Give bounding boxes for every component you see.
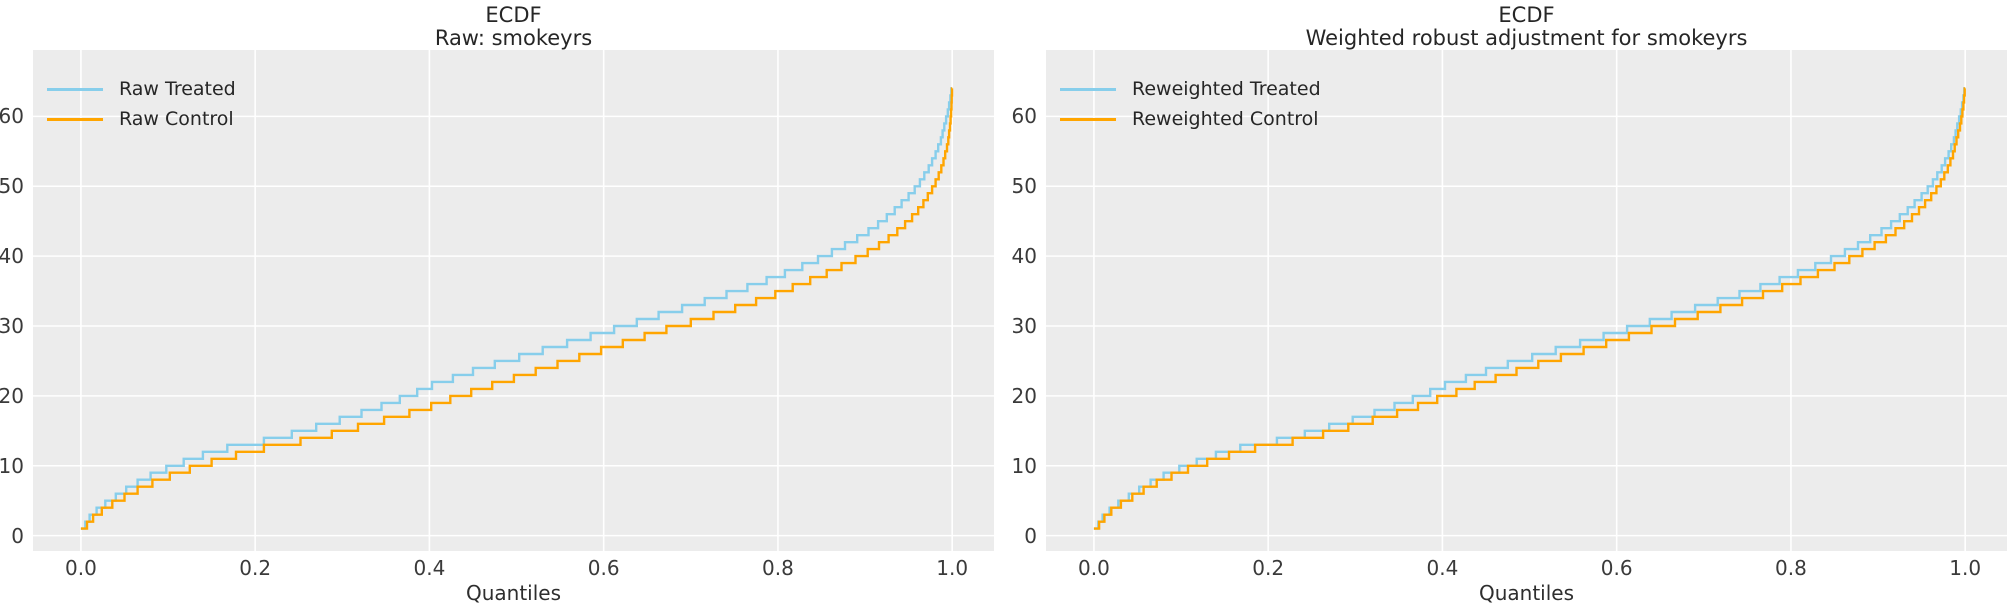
x-tick-label: 0.8 [762, 556, 794, 580]
x-tick-label: 0.2 [239, 556, 272, 580]
y-tick-label: 30 [0, 314, 24, 338]
title-line-ecdf: ECDF [1498, 3, 1555, 27]
chart-title-weighted: ECDF Weighted robust adjustment for smok… [1046, 4, 2007, 49]
title-line-ecdf: ECDF [485, 3, 542, 27]
y-tick-label: 40 [1011, 244, 1037, 269]
y-tick-label: 10 [0, 453, 24, 478]
legend-weighted: Reweighted Treated Reweighted Control [1060, 74, 1321, 134]
legend-item: Reweighted Control [1060, 104, 1321, 134]
legend-label: Raw Treated [119, 78, 236, 100]
x-tick-label: 0.6 [1600, 556, 1633, 580]
plot-canvas-raw [33, 50, 994, 551]
plot-canvas-weighted [1046, 50, 2007, 551]
legend-line-swatch [1060, 117, 1116, 121]
x-tick-label: 0.6 [587, 556, 620, 580]
x-tick-label: 0.4 [413, 556, 446, 580]
plot-area-raw [33, 50, 994, 551]
x-tick-label: 0.0 [65, 556, 97, 580]
plot-area-weighted [1046, 50, 2007, 551]
series-line-raw-treated [80, 87, 953, 530]
series-line-raw-control [80, 87, 954, 530]
legend-label: Reweighted Control [1132, 108, 1319, 130]
x-axis-label-raw: Quantiles [465, 581, 562, 605]
x-tick-label: 0.2 [1252, 556, 1285, 580]
x-tick-label: 1.0 [936, 556, 969, 580]
legend-label: Raw Control [119, 108, 234, 130]
title-line-subtitle: Raw: smokeyrs [434, 26, 593, 50]
legend-item: Reweighted Treated [1060, 74, 1321, 104]
legend-line-swatch [47, 87, 103, 91]
gridlines [1046, 50, 2007, 551]
y-tick-label: 0 [1024, 523, 1037, 548]
legend-raw: Raw Treated Raw Control [47, 74, 236, 134]
x-tick-label: 1.0 [1949, 556, 1982, 580]
series-line-reweighted-control [1093, 87, 1966, 530]
y-tick-label: 20 [0, 383, 24, 408]
y-tick-label: 50 [1011, 174, 1037, 199]
y-tick-label: 10 [1011, 453, 1037, 478]
y-tick-label: 30 [1011, 314, 1037, 338]
legend-item: Raw Control [47, 104, 236, 134]
legend-line-swatch [1060, 87, 1116, 91]
y-tick-label: 50 [0, 174, 24, 199]
x-axis-label-weighted: Quantiles [1478, 581, 1575, 605]
y-tick-label: 0 [11, 523, 24, 548]
x-tick-label: 0.8 [1775, 556, 1807, 580]
y-tick-label: 60 [1011, 104, 1037, 129]
series-line-reweighted-treated [1093, 87, 1966, 530]
legend-line-swatch [47, 117, 103, 121]
x-tick-label: 0.0 [1078, 556, 1110, 580]
y-tick-label: 40 [0, 244, 24, 269]
legend-label: Reweighted Treated [1132, 78, 1321, 100]
title-line-subtitle: Weighted robust adjustment for smokeyrs [1305, 26, 1748, 50]
chart-title-raw: ECDF Raw: smokeyrs [33, 4, 994, 49]
x-tick-label: 0.4 [1426, 556, 1459, 580]
legend-item: Raw Treated [47, 74, 236, 104]
y-tick-label: 60 [0, 104, 24, 129]
y-tick-label: 20 [1011, 383, 1037, 408]
